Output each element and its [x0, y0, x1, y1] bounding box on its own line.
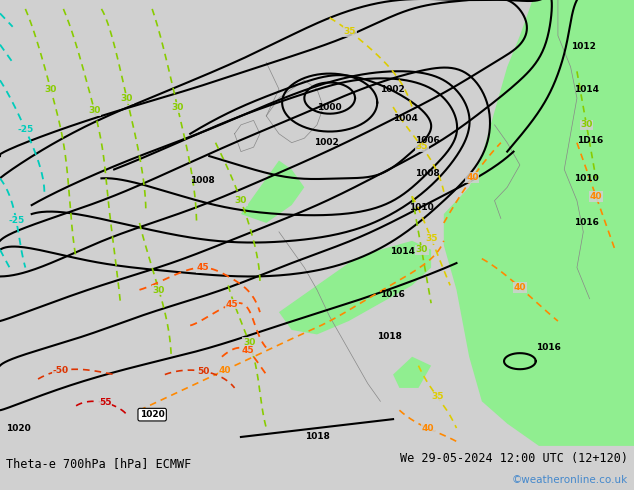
Text: 30: 30: [171, 103, 184, 112]
Text: 35: 35: [416, 143, 429, 151]
Text: 1008: 1008: [415, 170, 440, 178]
Text: 1008: 1008: [190, 176, 216, 185]
Polygon shape: [393, 357, 431, 388]
Text: 1002: 1002: [380, 85, 405, 94]
Text: -25: -25: [17, 125, 34, 134]
Text: 1012: 1012: [571, 42, 595, 51]
Text: 1018: 1018: [377, 332, 402, 341]
Polygon shape: [241, 161, 304, 223]
Text: 1014: 1014: [574, 85, 598, 94]
Text: 40: 40: [590, 192, 602, 201]
Text: 1010: 1010: [574, 174, 598, 183]
Text: 40: 40: [422, 424, 434, 433]
Text: 55: 55: [99, 398, 112, 407]
Text: 1016: 1016: [574, 219, 598, 227]
Text: We 29-05-2024 12:00 UTC (12+120): We 29-05-2024 12:00 UTC (12+120): [399, 452, 628, 465]
Polygon shape: [279, 241, 431, 334]
Text: 30: 30: [88, 106, 101, 115]
Text: 1000: 1000: [318, 102, 342, 112]
Text: 50: 50: [197, 367, 210, 376]
Text: ©weatheronline.co.uk: ©weatheronline.co.uk: [512, 475, 628, 485]
Text: 1016: 1016: [536, 343, 560, 352]
Text: 40: 40: [466, 173, 479, 182]
Text: 1D16: 1D16: [577, 136, 603, 145]
Text: 30: 30: [235, 196, 247, 205]
Text: 30: 30: [243, 338, 256, 347]
Text: 45: 45: [242, 346, 254, 355]
Text: 45: 45: [226, 300, 238, 309]
Text: 1006: 1006: [415, 136, 440, 145]
Text: -50: -50: [53, 366, 69, 375]
Text: 1018: 1018: [304, 433, 330, 441]
Text: 35: 35: [425, 234, 437, 243]
Text: 1014: 1014: [390, 247, 415, 256]
Text: 30: 30: [44, 85, 57, 94]
Text: 1020: 1020: [139, 410, 165, 419]
Text: 35: 35: [431, 392, 444, 401]
Text: -25: -25: [8, 216, 24, 225]
Text: 30: 30: [580, 121, 593, 129]
Text: 35: 35: [344, 27, 356, 36]
Text: 30: 30: [120, 94, 133, 103]
Text: 1002: 1002: [314, 138, 339, 147]
Text: 30: 30: [415, 245, 428, 254]
Text: 30: 30: [153, 286, 165, 294]
Text: 1016: 1016: [380, 290, 405, 299]
Text: 1010: 1010: [409, 203, 434, 212]
Text: 1004: 1004: [393, 114, 418, 122]
Polygon shape: [501, 339, 539, 370]
Text: 40: 40: [219, 366, 231, 374]
Text: 40: 40: [514, 283, 526, 292]
Polygon shape: [444, 0, 634, 446]
Text: 1020: 1020: [6, 423, 31, 433]
Text: Theta-e 700hPa [hPa] ECMWF: Theta-e 700hPa [hPa] ECMWF: [6, 457, 191, 470]
Text: 45: 45: [197, 263, 209, 272]
